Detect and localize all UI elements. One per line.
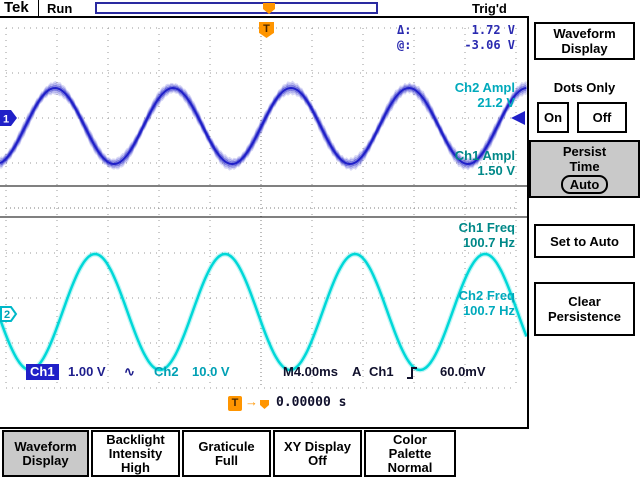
persist-value: Auto — [560, 175, 609, 194]
cursor-delta-value: 1.72 V — [471, 23, 515, 37]
measurement-ch1-freq: Ch1 Freq 100.7 Hz — [385, 220, 515, 250]
trigger-mode: A — [352, 364, 362, 379]
dots-only-label: Dots Only — [553, 80, 616, 95]
measurement-label: Ch1 Freq — [458, 220, 515, 235]
bottom-menu: Waveform Display Backlight Intensity Hig… — [0, 430, 640, 478]
tek-logo: Tek — [4, 0, 39, 16]
top-status-bar: Tek Run Trig'd — [0, 0, 529, 18]
ch1-badge: Ch1 — [26, 364, 59, 380]
trigger-position-t-marker: T — [259, 22, 274, 38]
set-to-auto-button[interactable]: Set to Auto — [534, 224, 635, 258]
cursor-at-label: @: — [397, 38, 412, 52]
time-arrow-icon: → — [245, 394, 258, 409]
persist-line2: Time — [569, 159, 600, 174]
persist-line1: Persist — [562, 144, 607, 159]
cursor-delta-label: Δ: — [397, 23, 412, 37]
measurement-ch1-ampl: Ch1 Ampl 1.50 V — [385, 148, 515, 178]
measurement-value: 100.7 Hz — [462, 235, 515, 250]
dots-only-off-button[interactable]: Off — [577, 102, 627, 133]
timebase-readout: M4.00ms — [283, 364, 338, 379]
trigger-source: Ch1 — [369, 364, 394, 379]
bottom-menu-backlight-intensity[interactable]: Backlight Intensity High — [91, 430, 180, 477]
trigger-level-readout: 60.0mV — [440, 364, 486, 379]
measurement-value: 21.2 V — [477, 95, 515, 110]
ch2-scale: 10.0 V — [192, 364, 230, 379]
ch1-scale: 1.00 V — [68, 364, 106, 379]
side-menu: Waveform Display Dots Only On Off Persis… — [529, 18, 640, 429]
bottom-menu-waveform-display[interactable]: Waveform Display — [2, 430, 89, 477]
ch1-position-marker: 1 — [0, 110, 17, 126]
trigger-status: Trig'd — [472, 1, 507, 16]
waveform-canvas — [0, 27, 527, 389]
cursor-readout: Δ: 1.72 V @: -3.06 V — [397, 23, 515, 53]
measurement-label: Ch2 Freq — [458, 288, 515, 303]
measurement-label: Ch1 Ampl — [454, 148, 515, 163]
time-position-value: 0.00000 s — [276, 395, 347, 410]
bottom-menu-xy-display[interactable]: XY Display Off — [273, 430, 362, 477]
measurement-ch2-freq: Ch2 Freq 100.7 Hz — [385, 288, 515, 318]
bottom-menu-color-palette[interactable]: Color Palette Normal — [364, 430, 456, 477]
measurement-ch2-ampl: Ch2 Ampl 21.2 V — [385, 80, 515, 110]
ch1-coupling-icon: ∿ — [124, 364, 135, 379]
trigger-position-pentagon-icon — [263, 3, 275, 14]
dots-only-on-button[interactable]: On — [537, 102, 569, 133]
side-menu-title: Waveform Display — [534, 22, 635, 60]
measurement-value: 1.50 V — [477, 163, 515, 178]
trigger-level-arrow-icon — [511, 111, 525, 125]
cursor-at-value: -3.06 V — [464, 38, 515, 52]
acquisition-status: Run — [47, 1, 73, 16]
bottom-menu-graticule[interactable]: Graticule Full — [182, 430, 271, 477]
time-t-icon: T — [228, 396, 242, 411]
ch2-label: Ch2 — [154, 364, 179, 379]
graticule-area: T Δ: 1.72 V @: -3.06 V Ch2 Ampl 21.2 V C… — [0, 18, 529, 429]
measurement-label: Ch2 Ampl — [454, 80, 515, 95]
horizontal-position-bar — [95, 2, 378, 14]
ch2-position-marker: 2 — [0, 306, 18, 322]
measurement-value: 100.7 Hz — [462, 303, 515, 318]
clear-persistence-button[interactable]: Clear Persistence — [534, 282, 635, 336]
svg-text:2: 2 — [4, 309, 10, 321]
time-pentagon-icon — [260, 400, 269, 409]
svg-text:1: 1 — [3, 114, 9, 126]
persist-time-button[interactable]: Persist Time Auto — [529, 140, 640, 198]
rising-edge-icon — [407, 367, 417, 379]
